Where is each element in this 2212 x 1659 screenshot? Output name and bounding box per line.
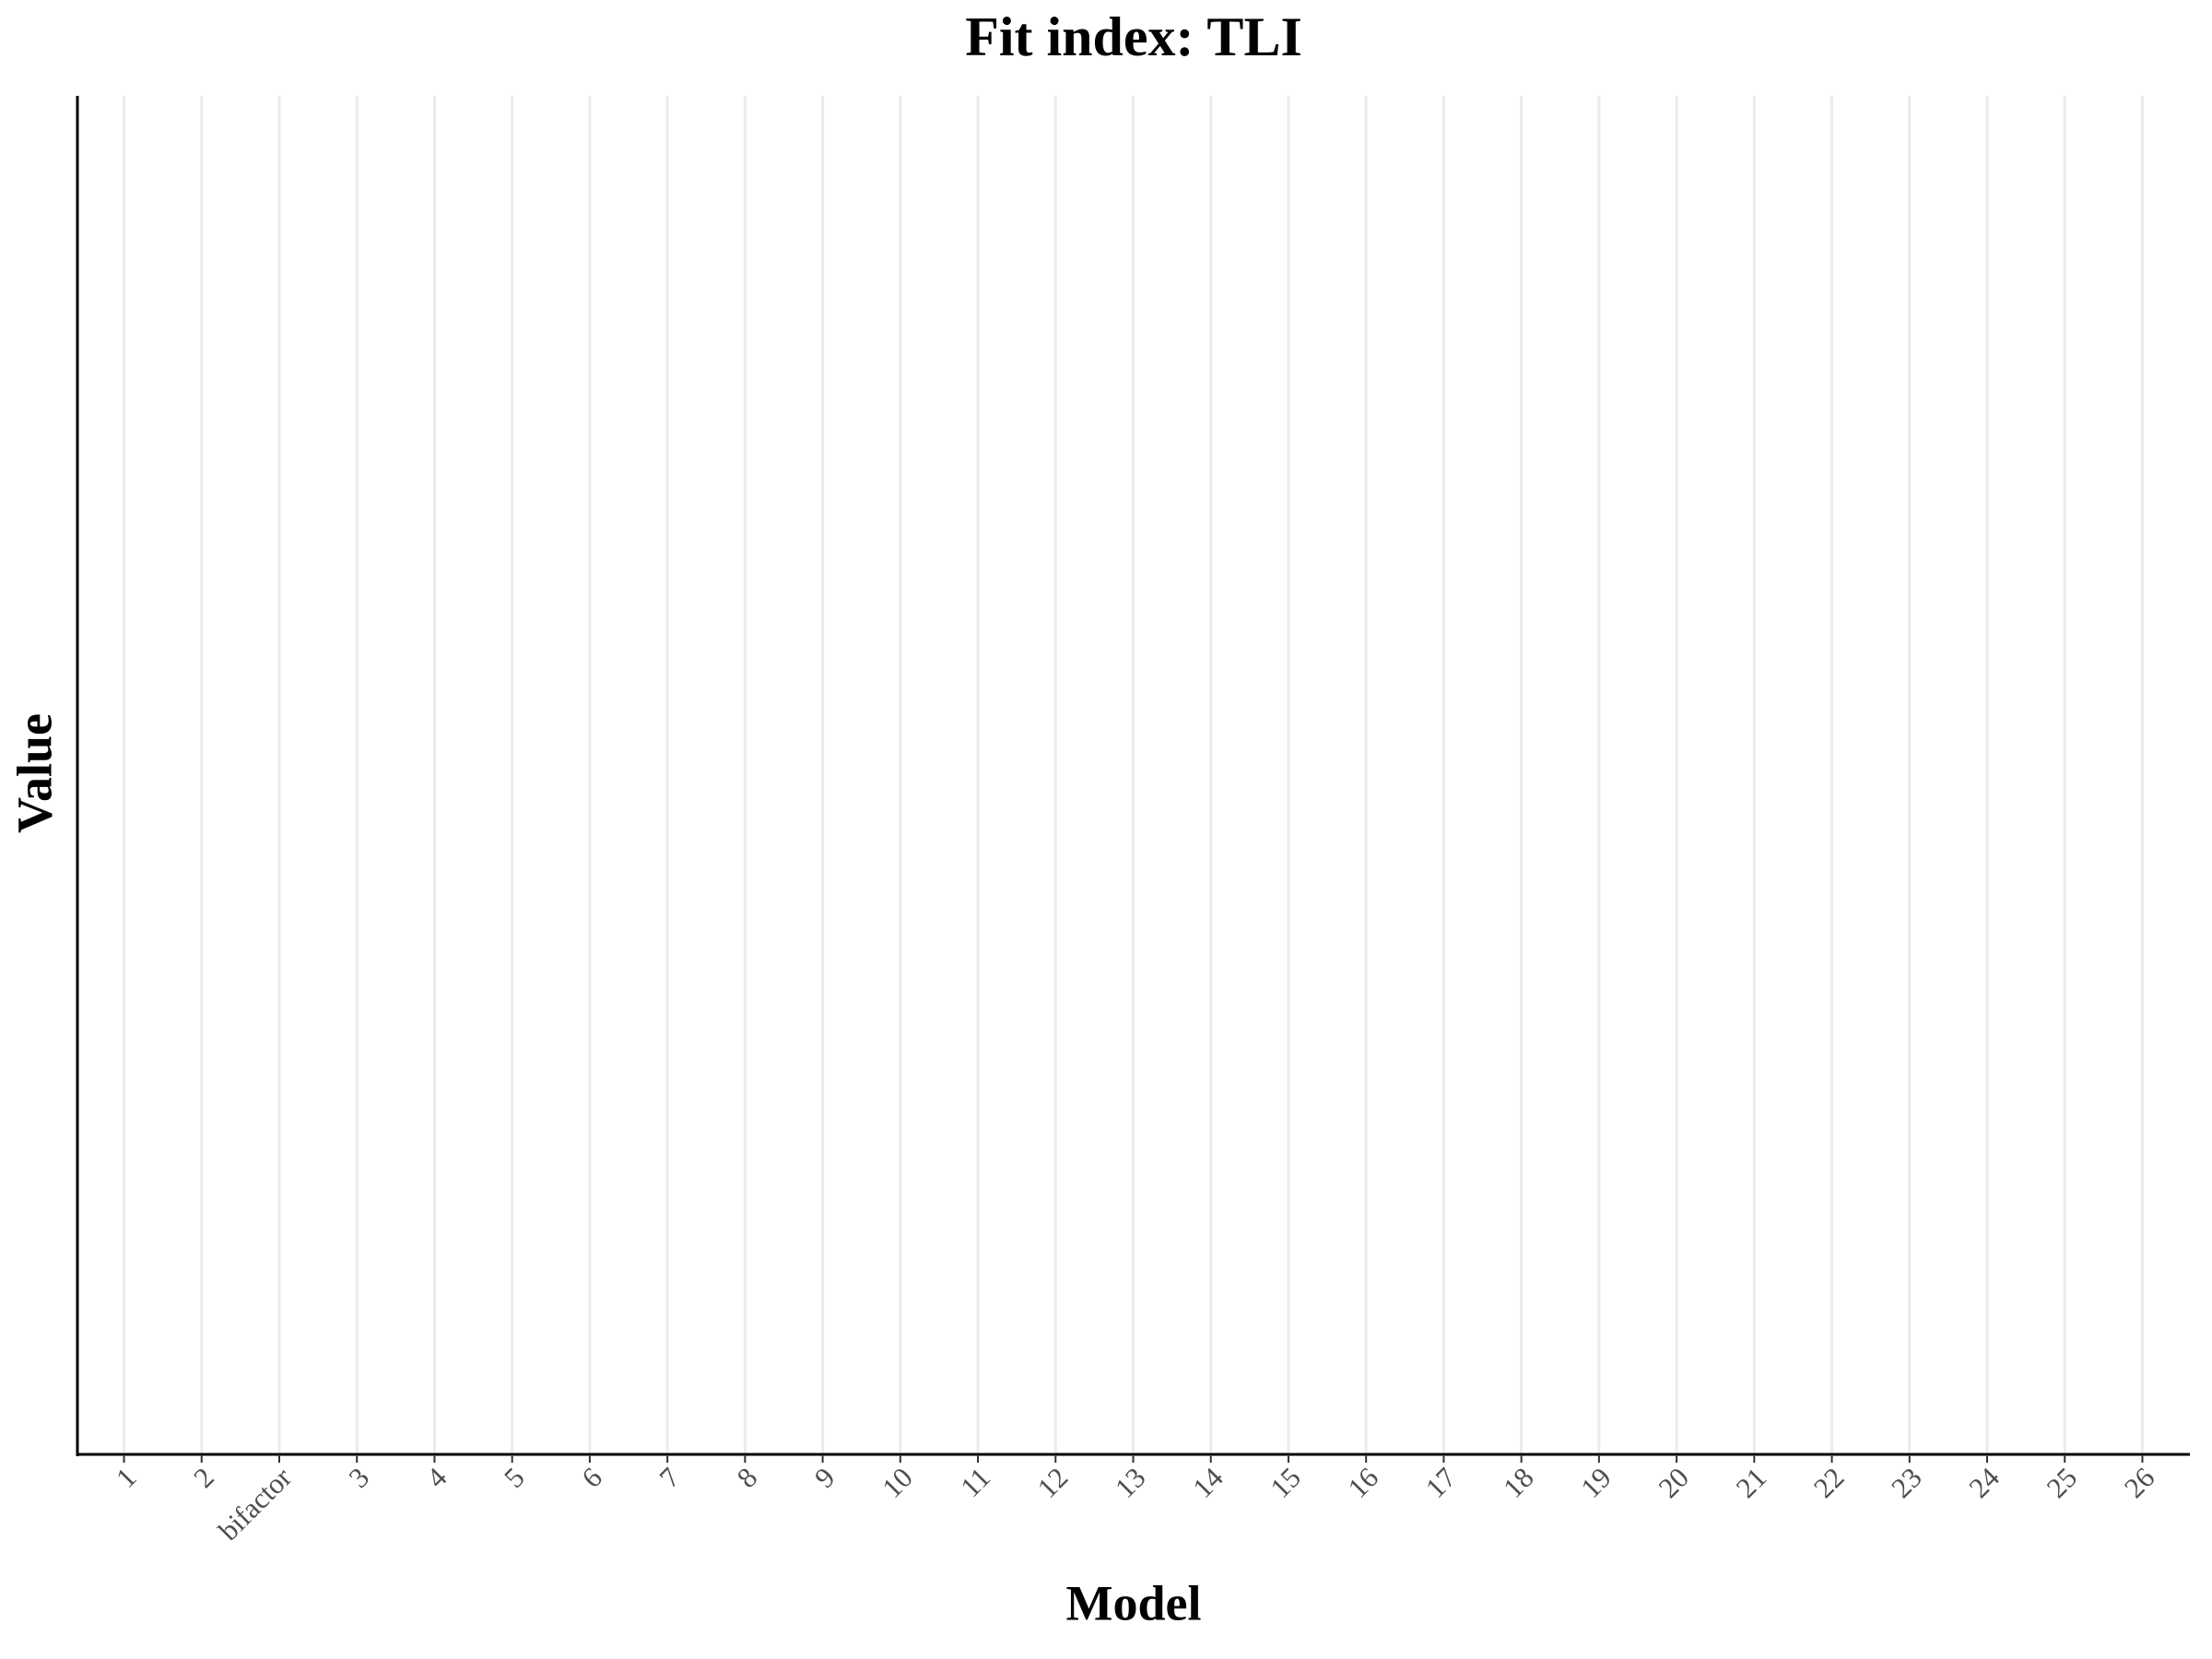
chart-title: Fit index: TLI [965,6,1302,67]
x-axis-title: Model [1066,1575,1202,1630]
x-tick-label: 26 [2118,1461,2161,1504]
x-tick-label: 15 [1264,1461,1307,1504]
x-tick-label: 12 [1031,1461,1075,1504]
x-tick-label: 24 [1962,1461,2006,1504]
x-tick-label: 13 [1109,1461,1152,1504]
x-tick-label: 23 [1885,1461,1928,1504]
x-tick-label: 20 [1652,1461,1695,1504]
x-tick-label: 19 [1574,1461,1618,1504]
x-tick-label: 7 [653,1461,686,1494]
x-tick-label: 16 [1341,1461,1384,1504]
x-tick-label: 21 [1730,1461,1773,1504]
grid [123,96,2144,1454]
x-tick-label: 3 [342,1461,375,1494]
x-tick-label: 14 [1186,1461,1230,1504]
x-tick-label: 1 [110,1461,143,1494]
x-tick-label: 18 [1497,1461,1540,1504]
x-tick-label: 6 [575,1461,608,1494]
x-tick-label: 17 [1419,1461,1463,1504]
x-tick-label: 2 [187,1461,220,1494]
x-tick-label: 22 [1807,1461,1851,1504]
x-tick-label: 8 [731,1461,764,1494]
y-axis-title: Value [6,713,62,833]
x-tick-label: 9 [808,1461,841,1494]
x-tick-label: 4 [420,1461,453,1494]
x-tick-label: 10 [876,1461,919,1504]
x-tick-label: 25 [2041,1461,2084,1504]
x-tick-label: 5 [498,1461,531,1494]
x-tick-label: bifactor [212,1461,298,1547]
x-tick-label: 11 [954,1461,996,1503]
